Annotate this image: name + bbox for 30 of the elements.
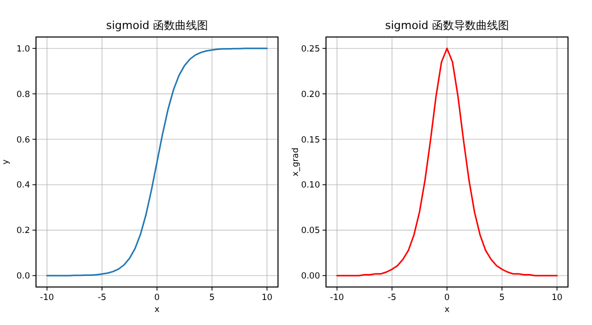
x-tick-label: -10 bbox=[40, 293, 54, 303]
x-tick-label: 0 bbox=[154, 293, 160, 303]
x-tick-label: -5 bbox=[98, 293, 106, 303]
line-series bbox=[46, 48, 268, 276]
y-tick-label: 0.4 bbox=[16, 180, 30, 191]
y-tick-label: 0.05 bbox=[301, 226, 320, 236]
y-tick-label: 0.25 bbox=[301, 44, 320, 54]
x-tick-label: 10 bbox=[262, 293, 272, 303]
y-tick-label: 0.15 bbox=[301, 135, 320, 146]
x-tick-label: 5 bbox=[209, 293, 215, 303]
y-tick-label: 0.6 bbox=[16, 135, 30, 146]
x-tick-label: 5 bbox=[499, 293, 505, 303]
chart-title: sigmoid 函数曲线图 bbox=[106, 19, 208, 32]
x-tick-label: 10 bbox=[552, 293, 562, 303]
x-tick-label: -10 bbox=[330, 293, 344, 303]
y-tick-label: 0.20 bbox=[301, 90, 320, 100]
x-axis-title: x bbox=[154, 305, 160, 315]
y-tick-label: 0.00 bbox=[301, 272, 320, 282]
y-tick-label: 0.0 bbox=[16, 272, 30, 282]
y-tick-label: 0.2 bbox=[16, 226, 30, 236]
line-series bbox=[336, 48, 558, 276]
y-tick-label: 0.10 bbox=[301, 180, 320, 191]
chart-title: sigmoid 函数导数曲线图 bbox=[385, 19, 509, 32]
y-tick-label: 1.0 bbox=[16, 44, 30, 54]
x-axis-title: x bbox=[444, 305, 450, 315]
y-axis-title: y bbox=[1, 159, 11, 165]
y-tick-label: 0.8 bbox=[16, 90, 30, 100]
x-tick-label: 0 bbox=[444, 293, 450, 303]
y-axis-title: x_grad bbox=[291, 148, 301, 176]
x-tick-label: -5 bbox=[388, 293, 396, 303]
